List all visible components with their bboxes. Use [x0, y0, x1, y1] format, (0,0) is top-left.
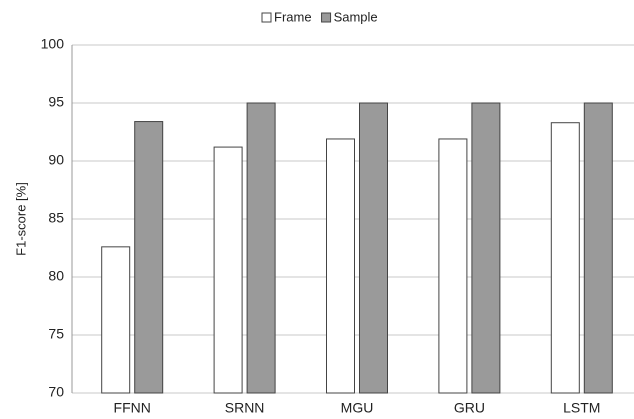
y-tick-label: 90: [48, 152, 64, 168]
y-tick-label: 80: [48, 268, 64, 284]
legend-swatch: [321, 12, 332, 23]
x-tick-label: LSTM: [563, 400, 600, 416]
bar: [550, 122, 580, 394]
x-tick-label: SRNN: [225, 400, 265, 416]
bar: [583, 102, 613, 394]
y-tick-label: 75: [48, 326, 64, 342]
legend-swatch: [261, 12, 272, 23]
bar: [213, 146, 243, 394]
y-axis-label: F1-score [%]: [13, 182, 28, 256]
y-tick-label: 70: [48, 384, 64, 400]
x-tick-label: FFNN: [114, 400, 151, 416]
bar: [359, 102, 388, 394]
y-tick-label: 95: [48, 94, 64, 110]
x-tick-label: MGU: [341, 400, 374, 416]
bar: [471, 102, 501, 394]
bar: [134, 121, 164, 394]
bar: [326, 138, 355, 394]
y-tick-label: 100: [41, 36, 65, 52]
bar: [438, 138, 468, 394]
legend-label: Frame: [274, 9, 312, 24]
bar: [246, 102, 276, 394]
bar: [101, 246, 131, 394]
x-tick-label: GRU: [454, 400, 485, 416]
y-tick-label: 85: [48, 210, 64, 226]
legend-label: Sample: [334, 9, 378, 24]
